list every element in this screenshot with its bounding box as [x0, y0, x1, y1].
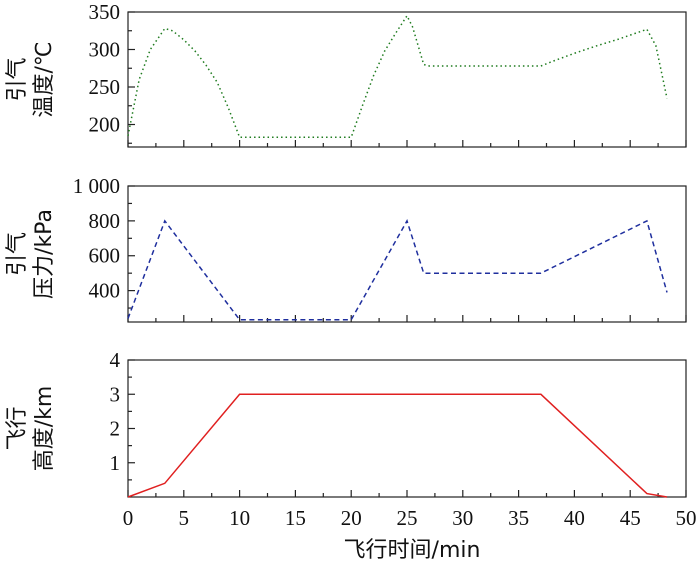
y-axis-label-line-pressure: 引气 [5, 232, 30, 276]
x-tick-label: 45 [620, 506, 641, 530]
x-tick-label: 25 [397, 506, 418, 530]
y-axis-label-line-temp: 引气 [5, 57, 30, 101]
y-tick-label-temp: 200 [89, 113, 121, 137]
x-tick-label: 10 [229, 506, 250, 530]
y-tick-label-temp: 250 [89, 75, 121, 99]
y-tick-label-temp: 350 [89, 0, 121, 24]
series-line-altitude [127, 393, 668, 498]
series-line-pressure [127, 219, 668, 321]
x-tick-label: 30 [452, 506, 473, 530]
bleed-temperature-panel: 200 250 300 350 引气 温度/℃ [5, 0, 687, 148]
y-tick-label-pressure: 800 [89, 209, 121, 233]
bleed-pressure-panel: 400 600 800 1 000 引气 压力/kPa [5, 174, 687, 323]
y-tick-label-temp: 300 [89, 38, 121, 62]
x-tick-label: 20 [341, 506, 362, 530]
y-tick-label-altitude: 4 [110, 348, 121, 372]
x-tick-label: 35 [508, 506, 529, 530]
x-axis-label: 飞行时间/min [344, 538, 481, 563]
x-tick-label: 40 [564, 506, 585, 530]
y-axis-label-line-altitude: 飞行 [5, 406, 30, 450]
y-axis-label-line-temp: 温度/℃ [32, 41, 57, 117]
y-tick-label-pressure: 400 [89, 279, 121, 303]
y-axis-label-line-pressure: 压力/kPa [32, 209, 57, 299]
y-tick-label-altitude: 1 [110, 451, 121, 475]
y-tick-label-altitude: 2 [110, 417, 121, 441]
y-tick-label-pressure: 1 000 [73, 174, 120, 198]
axes-frame-temp [127, 11, 687, 148]
x-tick-label: 15 [285, 506, 306, 530]
x-tick-label: 50 [676, 506, 697, 530]
x-tick-label: 0 [123, 506, 134, 530]
y-tick-label-pressure: 600 [89, 244, 121, 268]
axes-frame-pressure [127, 185, 687, 323]
y-tick-label-altitude: 3 [110, 382, 121, 406]
y-axis-label-line-altitude: 高度/km [32, 386, 57, 472]
x-tick-label: 5 [179, 506, 190, 530]
series-line-temp [127, 14, 668, 139]
